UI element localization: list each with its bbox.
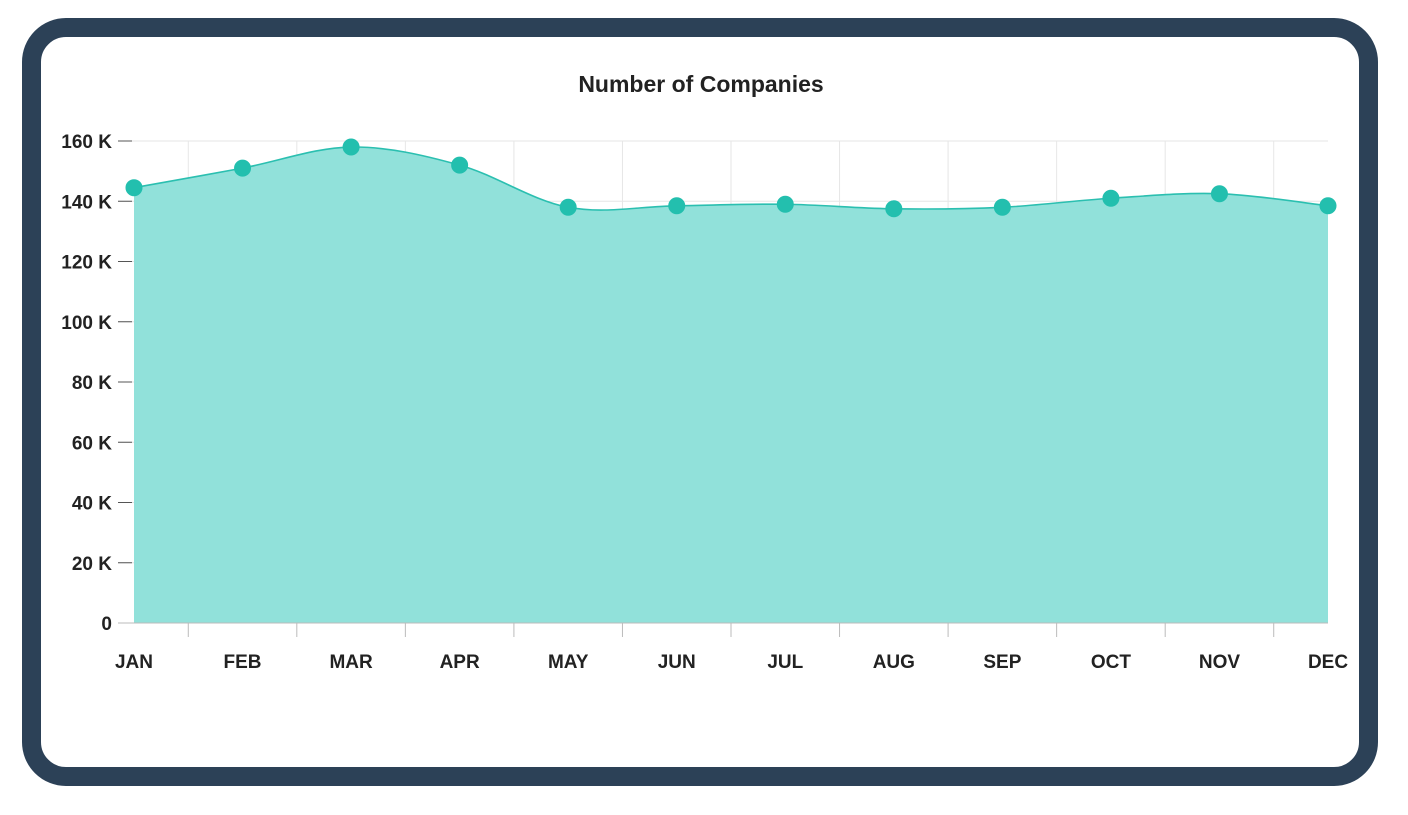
x-tick-label: MAY [548,652,589,673]
x-tick-label: OCT [1091,652,1132,673]
y-tick-label: 120 K [61,253,112,274]
y-tick-label: 100 K [61,313,112,334]
x-tick-label: NOV [1199,652,1241,673]
x-tick-label: SEP [983,652,1021,673]
y-tick-label: 20 K [72,554,112,575]
y-tick-label: 0 [101,614,112,635]
x-tick-label: JAN [115,652,153,673]
data-point [234,159,252,177]
x-tick-label: APR [440,652,480,673]
data-point [125,179,143,197]
series-line [133,146,1329,211]
x-tick-label: JUN [658,652,696,673]
data-point [1319,197,1337,215]
y-tick-label: 40 K [72,494,112,515]
x-tick-label: JUL [767,652,803,673]
data-markers [125,138,1337,218]
x-tick-label: FEB [224,652,262,673]
y-tick-label: 80 K [72,373,112,394]
chart-title: Number of Companies [578,71,823,97]
data-point [1102,189,1120,207]
area-fill [134,147,1328,623]
data-point [559,198,577,216]
x-tick-label: AUG [873,652,915,673]
area-series [133,146,1329,623]
y-tick-label: 140 K [61,192,112,213]
y-tick-label: 160 K [61,132,112,153]
data-point [342,138,360,156]
x-tick-label: MAR [329,652,373,673]
data-point [1210,185,1228,203]
data-point [451,156,469,174]
axes: 0 20 K 40 K 60 K 80 K 100 K 120 K 140 K 160 K JAN… [61,132,1348,673]
data-point [668,197,686,215]
x-tick-label: DEC [1308,652,1348,673]
y-tick-label: 60 K [72,433,112,454]
data-point [776,195,794,213]
data-point [885,200,903,218]
data-point [993,198,1011,216]
